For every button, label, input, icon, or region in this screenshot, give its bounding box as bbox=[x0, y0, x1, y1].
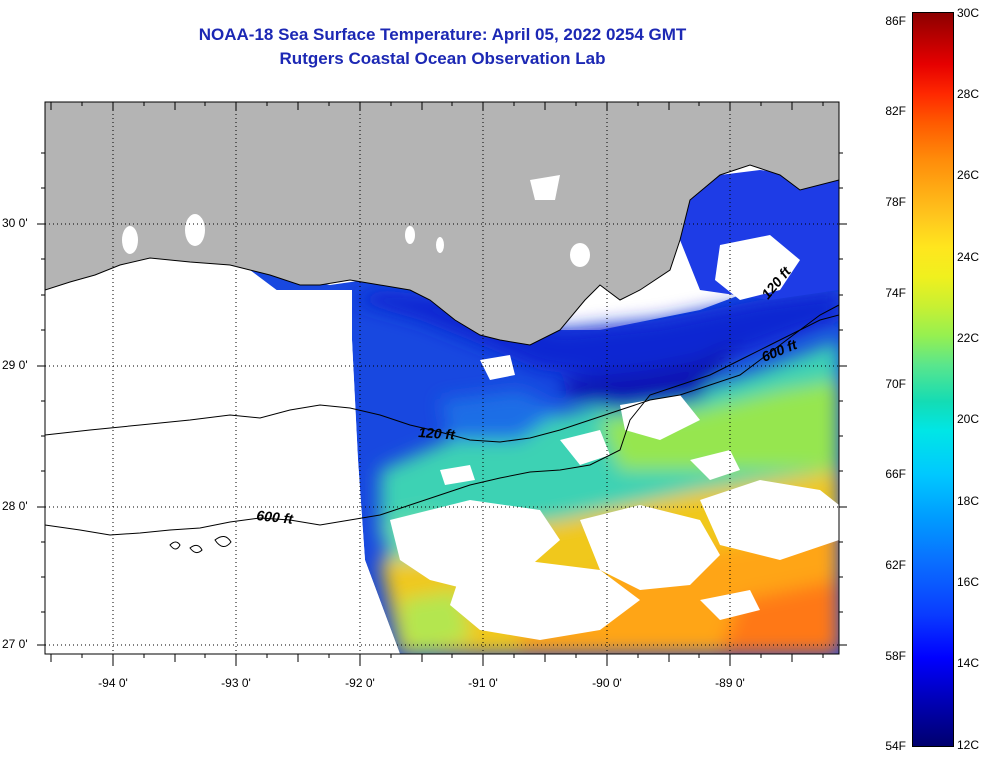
lat-label-27: 27 0' bbox=[2, 637, 28, 651]
colorbar-c-label: 24C bbox=[957, 250, 980, 264]
graticule bbox=[45, 102, 839, 654]
colorbar-c-label: 28C bbox=[957, 87, 980, 101]
colorbar-c-label: 16C bbox=[957, 575, 980, 589]
colorbar-f-label: 74F bbox=[885, 286, 906, 300]
colorbar-f-label: 78F bbox=[885, 195, 906, 209]
lon-label-93: -93 0' bbox=[221, 676, 251, 690]
colorbar-f-label: 82F bbox=[885, 104, 906, 118]
isobath-label-120ft-west: 120 ft bbox=[418, 424, 457, 443]
lat-label-29: 29 0' bbox=[2, 358, 28, 372]
colorbar-f-label: 54F bbox=[885, 739, 906, 753]
lat-label-28: 28 0' bbox=[2, 499, 28, 513]
colorbar-c-label: 18C bbox=[957, 494, 980, 508]
colorbar-c-label: 22C bbox=[957, 331, 980, 345]
lon-label-91: -91 0' bbox=[468, 676, 498, 690]
map-title: NOAA-18 Sea Surface Temperature: April 0… bbox=[198, 25, 687, 44]
lon-label-94: -94 0' bbox=[98, 676, 128, 690]
isobath-label-600ft-west: 600 ft bbox=[256, 507, 295, 527]
colorbar-f-label: 58F bbox=[885, 649, 906, 663]
colorbar-f-label: 70F bbox=[885, 377, 906, 391]
colorbar-c-label: 26C bbox=[957, 168, 980, 182]
tick-marks bbox=[37, 102, 847, 666]
isobath-lines bbox=[45, 304, 839, 554]
lon-label-92: -92 0' bbox=[345, 676, 375, 690]
colorbar-c-label: 12C bbox=[957, 738, 980, 752]
map-subtitle: Rutgers Coastal Ocean Observation Lab bbox=[279, 49, 606, 68]
land-mask bbox=[45, 102, 839, 345]
lat-label-30: 30 0' bbox=[2, 216, 28, 230]
colorbar-c-label: 14C bbox=[957, 656, 980, 670]
colorbar-f-label: 62F bbox=[885, 558, 906, 572]
lon-label-90: -90 0' bbox=[592, 676, 622, 690]
colorbar-f-label: 86F bbox=[885, 14, 906, 28]
lon-label-89: -89 0' bbox=[715, 676, 745, 690]
colorbar-f-label: 66F bbox=[885, 467, 906, 481]
colorbar-c-label: 20C bbox=[957, 412, 980, 426]
temperature-colorbar bbox=[912, 12, 954, 747]
colorbar-c-label: 30C bbox=[957, 6, 980, 20]
